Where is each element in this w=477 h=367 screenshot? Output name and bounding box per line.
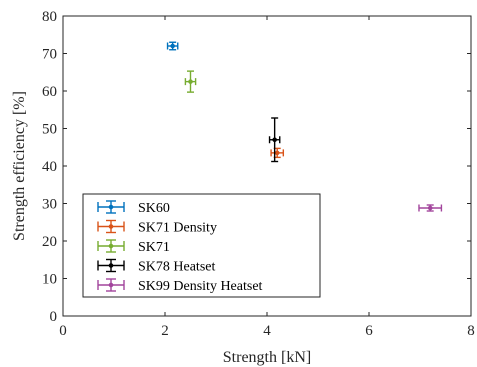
legend: SK60 SK71 Density SK71 SK78 Heatset SK99 Den… (82, 193, 321, 298)
legend-marker (97, 278, 125, 292)
y-tick-label: 40 (42, 159, 57, 175)
y-tick-label: 80 (42, 9, 57, 25)
legend-marker (97, 258, 125, 273)
legend-entry: SK78 Heatset (138, 260, 215, 275)
data-point-4 (418, 204, 443, 212)
legend-marker (97, 239, 125, 253)
y-tick-label: 60 (42, 84, 57, 100)
legend-marker-4 (97, 278, 125, 292)
legend-marker (97, 219, 125, 234)
y-tick-label: 50 (42, 122, 57, 138)
data-point-3 (268, 117, 281, 163)
legend-marker-0 (97, 200, 125, 214)
x-axis-title: Strength [kN] (223, 349, 311, 366)
x-tick-label: 4 (263, 323, 271, 339)
legend-entry: SK71 Density (138, 221, 217, 236)
data-points (166, 41, 443, 212)
y-axis-title: Strength efficiency [%] (11, 91, 28, 241)
x-tick-label: 6 (365, 323, 373, 339)
y-tick-label: 0 (50, 309, 58, 325)
x-tick-label: 8 (467, 323, 475, 339)
axes (62, 15, 472, 317)
y-tick-label: 30 (42, 197, 57, 213)
x-tick-label: 0 (59, 323, 67, 339)
x-tick-label: 2 (161, 323, 169, 339)
y-tick-label: 20 (42, 234, 57, 250)
legend-marker (97, 200, 125, 214)
legend-marker-1 (97, 219, 125, 234)
legend-entry: SK71 (138, 240, 170, 255)
legend-entry: SK99 Density Heatset (138, 279, 263, 294)
y-tick-label: 10 (42, 272, 57, 288)
data-point-2 (184, 70, 197, 93)
legend-marker-3 (97, 258, 125, 273)
y-tick-label: 70 (42, 47, 57, 63)
legend-entry: SK60 (138, 201, 170, 216)
legend-marker-2 (97, 239, 125, 253)
data-point-0 (166, 41, 179, 51)
